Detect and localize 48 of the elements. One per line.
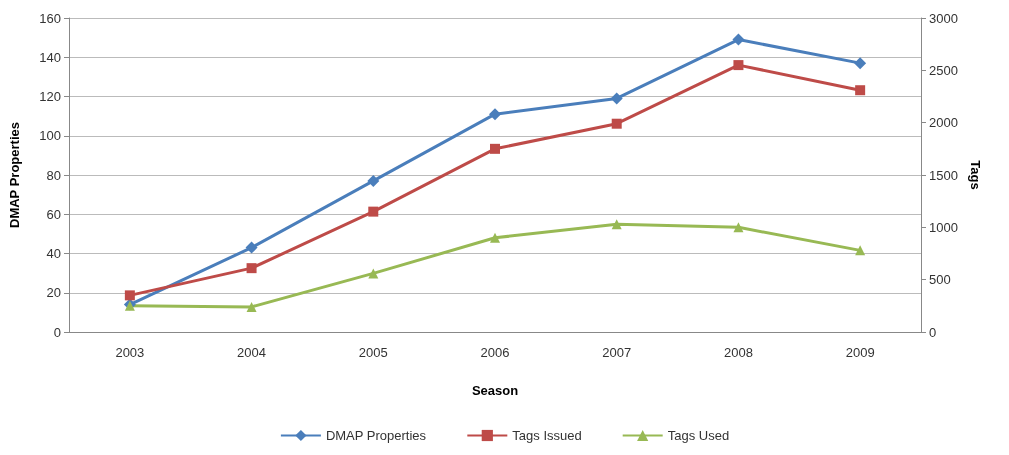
y2-tick-label: 3000	[929, 10, 958, 26]
x-tick-label: 2006	[480, 345, 510, 360]
point	[246, 301, 257, 312]
y2-tick-label: 1500	[929, 167, 958, 183]
x-tick-label: 2003	[115, 345, 145, 360]
y-tick-label: 140	[39, 49, 61, 65]
x-tick-label: 2005	[358, 345, 388, 360]
point	[367, 174, 380, 187]
point	[733, 60, 744, 71]
point	[855, 85, 866, 96]
point	[245, 241, 258, 254]
x-axis-title: Season	[471, 383, 519, 398]
y2-tick-label: 2500	[929, 62, 958, 78]
y2-tick-label: 2000	[929, 115, 958, 131]
y-tick-label: 20	[46, 285, 61, 301]
y2-axis-title: Tags	[968, 160, 983, 190]
x-tick-label: 2004	[237, 345, 267, 360]
y-tick-label: 120	[39, 89, 61, 104]
y-tick-label: 0	[53, 324, 61, 340]
y-tick-label: 60	[46, 206, 61, 222]
y-tick-label: 160	[39, 10, 61, 26]
y2-tick-label: 1000	[929, 219, 958, 235]
point	[733, 222, 744, 233]
point	[855, 245, 866, 256]
point	[611, 118, 622, 129]
y-tick-label: 100	[39, 128, 61, 144]
point	[124, 290, 135, 301]
point	[490, 143, 500, 154]
point	[490, 232, 500, 243]
legend-label: Tags Issued	[512, 428, 582, 443]
point	[368, 268, 379, 279]
y-axis-title: DMAP Properties	[7, 122, 22, 228]
y2-tick-label: 500	[929, 272, 951, 288]
legend-label: DMAP Properties	[325, 428, 427, 443]
x-tick-label: 2009	[845, 345, 875, 360]
point	[489, 108, 501, 121]
x-tick-label: 2007	[602, 345, 632, 360]
point	[732, 33, 745, 46]
point	[610, 92, 623, 105]
point	[246, 263, 257, 274]
point	[368, 206, 379, 217]
point	[854, 57, 867, 70]
legend-label: Tags Used	[667, 428, 730, 443]
point	[611, 219, 622, 230]
y-tick-label: 80	[46, 167, 61, 183]
x-tick-label: 2008	[723, 345, 753, 360]
y2-tick-label: 0	[929, 324, 937, 340]
y-tick-label: 40	[46, 246, 61, 261]
